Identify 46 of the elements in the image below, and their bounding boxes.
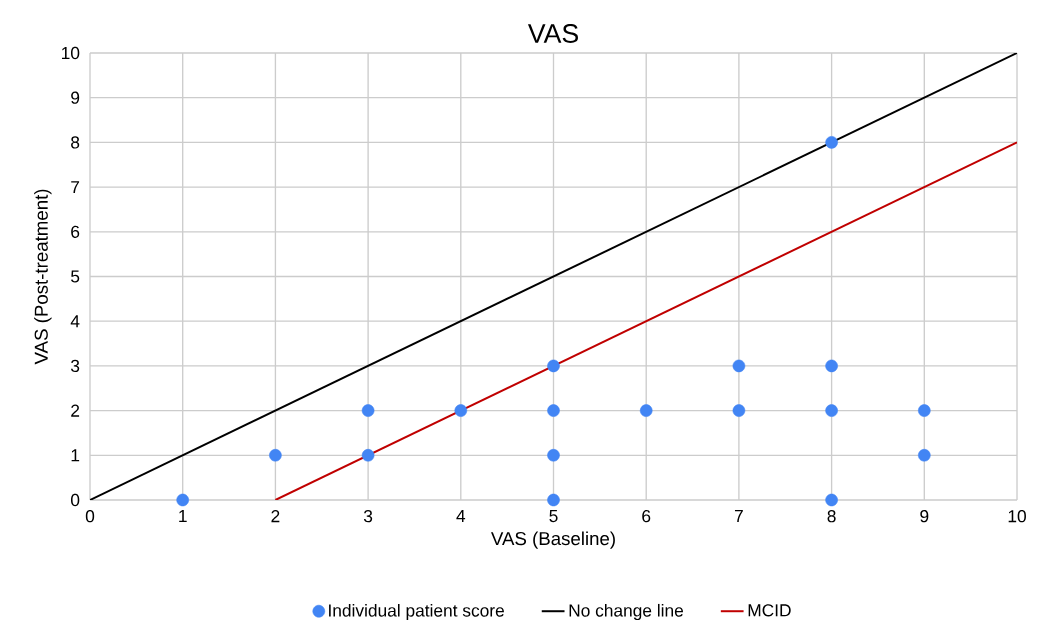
- y-tick-label: 2: [71, 404, 80, 417]
- point: [269, 449, 282, 462]
- point: [176, 493, 189, 507]
- x-axis-title: VAS (Baseline): [491, 531, 615, 549]
- x-tick-label: 8: [827, 510, 836, 523]
- y-tick-label: 8: [71, 136, 80, 149]
- point: [361, 404, 375, 417]
- x-tick-label: 6: [642, 510, 651, 523]
- point: [825, 493, 838, 507]
- y-tick-label: 4: [70, 315, 80, 328]
- y-tick-label: 9: [71, 91, 80, 104]
- y-axis-title: VAS (Post-treatment): [34, 189, 52, 365]
- point: [547, 493, 560, 507]
- x-tick-label: 2: [271, 510, 280, 523]
- point: [732, 404, 746, 417]
- x-tick-label: 4: [456, 510, 466, 523]
- y-tick-label: 5: [71, 270, 80, 283]
- y-tick-label: 7: [71, 181, 80, 194]
- point: [454, 404, 468, 417]
- point: [732, 359, 746, 373]
- y-tick-label: 6: [71, 225, 80, 239]
- legend-label: No change line: [569, 604, 684, 621]
- y-tick-label: 1: [71, 449, 80, 462]
- y-tick-label: 3: [70, 359, 80, 373]
- x-tick-label: 7: [734, 510, 743, 523]
- y-tick-label: 0: [70, 493, 80, 507]
- point: [825, 404, 838, 417]
- chart-title: VAS: [527, 24, 578, 44]
- x-tick-label: 10: [1008, 510, 1026, 523]
- y-tick-label: 10: [62, 46, 80, 60]
- point: [547, 359, 560, 373]
- legend-label: Individual patient score: [329, 604, 504, 621]
- x-tick-label: 9: [920, 510, 929, 523]
- point: [825, 136, 838, 149]
- legend-label: MCID: [748, 604, 791, 617]
- point: [918, 449, 931, 462]
- point: [547, 404, 560, 417]
- x-tick-label: 5: [549, 510, 558, 523]
- x-tick-label: 3: [363, 510, 373, 523]
- point: [918, 404, 931, 417]
- x-tick-label: 0: [85, 510, 95, 523]
- point: [361, 449, 375, 462]
- point: [639, 404, 653, 417]
- x-tick-label: 1: [179, 510, 187, 523]
- point: [547, 449, 560, 462]
- point: [825, 359, 838, 373]
